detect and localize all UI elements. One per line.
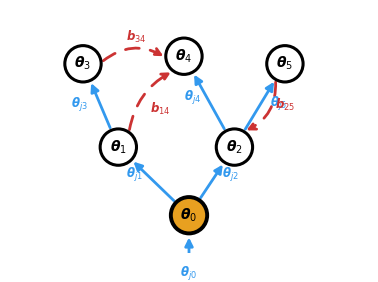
Text: $\boldsymbol{\theta}_{j2}$: $\boldsymbol{\theta}_{j2}$ [222,166,239,184]
FancyArrowPatch shape [186,241,192,258]
Text: $\boldsymbol{b}_{25}$: $\boldsymbol{b}_{25}$ [275,97,295,113]
Circle shape [171,197,207,233]
Text: $\boldsymbol{\theta}_5$: $\boldsymbol{\theta}_5$ [276,55,293,72]
FancyArrowPatch shape [201,167,221,198]
Circle shape [267,46,303,82]
Circle shape [166,38,202,74]
Text: $\boldsymbol{\theta}_{j3}$: $\boldsymbol{\theta}_{j3}$ [71,96,88,114]
Text: $\boldsymbol{b}_{14}$: $\boldsymbol{b}_{14}$ [150,101,170,117]
Text: $\boldsymbol{\theta}_{j1}$: $\boldsymbol{\theta}_{j1}$ [126,166,143,184]
FancyArrowPatch shape [92,86,110,128]
Text: $\boldsymbol{\theta}_3$: $\boldsymbol{\theta}_3$ [74,55,91,72]
Text: $\boldsymbol{\theta}_2$: $\boldsymbol{\theta}_2$ [226,138,243,156]
Circle shape [65,46,101,82]
Text: $\boldsymbol{\theta}_{j4}$: $\boldsymbol{\theta}_{j4}$ [184,89,201,107]
Circle shape [100,129,136,165]
Text: $\boldsymbol{b}_{34}$: $\boldsymbol{b}_{34}$ [126,29,146,45]
FancyArrowPatch shape [129,74,168,130]
Text: $\boldsymbol{\theta}_{j0}$: $\boldsymbol{\theta}_{j0}$ [180,265,198,282]
FancyArrowPatch shape [249,82,276,129]
Circle shape [216,129,253,165]
FancyArrowPatch shape [136,164,174,201]
FancyArrowPatch shape [245,84,273,129]
FancyArrowPatch shape [103,48,161,61]
Text: $\boldsymbol{\theta}_1$: $\boldsymbol{\theta}_1$ [110,138,127,156]
Text: $\boldsymbol{\theta}_0$: $\boldsymbol{\theta}_0$ [180,206,198,224]
Text: $\boldsymbol{\theta}_4$: $\boldsymbol{\theta}_4$ [175,48,192,65]
Text: $\boldsymbol{\theta}_{j5}$: $\boldsymbol{\theta}_{j5}$ [270,95,287,113]
FancyArrowPatch shape [196,77,224,129]
